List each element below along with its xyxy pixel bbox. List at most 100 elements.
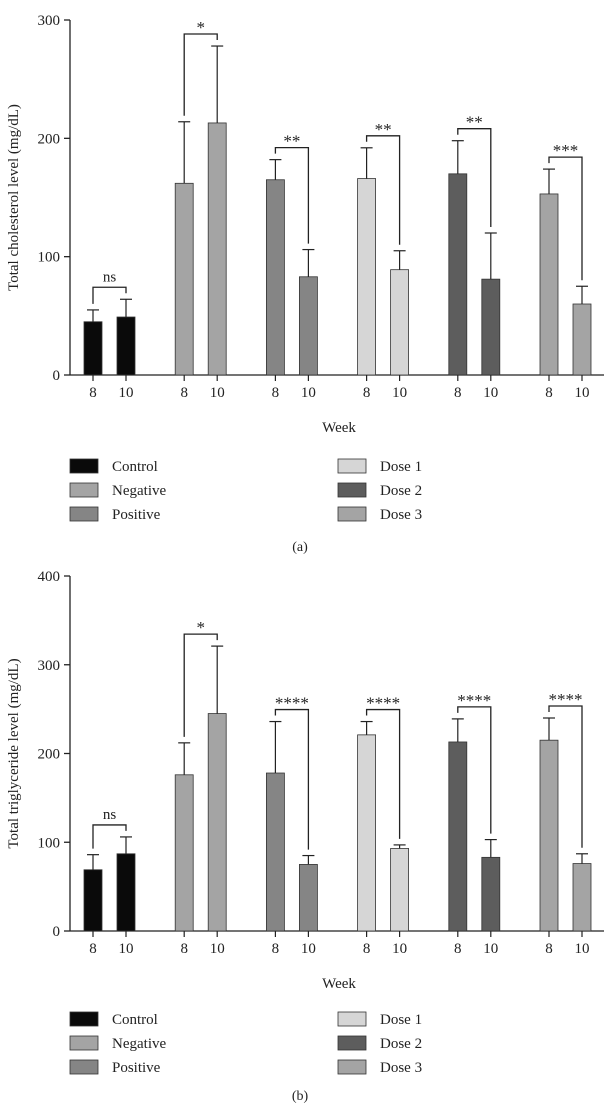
bar	[448, 173, 468, 376]
legend-swatch	[337, 1035, 367, 1051]
significance-bracket	[274, 146, 310, 244]
significance-bracket	[548, 156, 583, 281]
panel-label: (b)	[292, 1089, 309, 1104]
legend-swatch	[69, 482, 99, 498]
legend-label: Dose 3	[380, 507, 422, 523]
bar	[207, 122, 227, 376]
x-tick-label: 8	[363, 385, 371, 401]
significance-label: ns	[103, 807, 117, 823]
x-tick-label: 8	[89, 385, 97, 401]
significance-label: **	[283, 132, 300, 151]
bar	[481, 278, 501, 376]
bar	[298, 276, 318, 376]
legend-label: Dose 2	[380, 1036, 422, 1052]
bar	[116, 853, 136, 932]
legend-swatch	[337, 458, 367, 474]
legend-swatch	[337, 482, 367, 498]
significance-label: ****	[366, 694, 400, 713]
bar	[83, 869, 103, 932]
x-tick-label: 10	[210, 941, 225, 957]
x-tick-label: 10	[301, 941, 316, 957]
x-tick-label: 10	[575, 941, 590, 957]
significance-label: **	[466, 113, 483, 132]
y-tick-label: 100	[38, 250, 61, 266]
significance-label: *	[196, 618, 205, 637]
bar	[207, 713, 227, 932]
y-tick-label: 200	[38, 131, 61, 147]
significance-bracket	[365, 135, 401, 245]
significance-bracket	[183, 33, 218, 116]
bar	[116, 316, 136, 376]
y-tick-label: 200	[38, 747, 61, 763]
x-tick-label: 8	[272, 941, 280, 957]
y-tick-label: 100	[38, 835, 61, 851]
legend-label: Dose 3	[380, 1060, 422, 1076]
y-tick-label: 0	[53, 368, 61, 384]
y-axis-title: Total triglyceride level (mg/dL)	[6, 658, 22, 848]
legend-label: Dose 1	[380, 459, 422, 475]
x-tick-label: 10	[119, 385, 134, 401]
significance-label: ns	[103, 269, 117, 285]
y-tick-label: 300	[38, 658, 61, 674]
bar	[448, 741, 468, 932]
x-tick-label: 8	[180, 385, 188, 401]
x-tick-label: 8	[180, 941, 188, 957]
y-tick-label: 300	[38, 13, 61, 29]
legend-label: Positive	[112, 507, 161, 523]
x-tick-label: 8	[363, 941, 371, 957]
x-axis-title: Week	[322, 420, 356, 436]
x-tick-label: 10	[392, 385, 407, 401]
significance-label: ****	[549, 690, 583, 709]
x-tick-label: 8	[545, 941, 553, 957]
bar	[357, 734, 377, 932]
legend-swatch	[69, 1059, 99, 1075]
legend-swatch	[337, 1059, 367, 1075]
legend-swatch	[69, 1011, 99, 1027]
bar	[265, 772, 285, 932]
bar	[174, 774, 194, 932]
x-tick-label: 10	[575, 385, 590, 401]
y-tick-label: 0	[53, 924, 61, 940]
x-tick-label: 8	[272, 385, 280, 401]
significance-bracket	[365, 708, 401, 839]
legend-swatch	[337, 506, 367, 522]
x-tick-label: 8	[89, 941, 97, 957]
bar	[298, 864, 318, 932]
bar	[539, 739, 559, 932]
significance-bracket	[92, 286, 127, 304]
significance-bracket	[92, 824, 127, 849]
panel-label: (a)	[292, 540, 308, 555]
significance-label: **	[375, 120, 392, 139]
legend-swatch	[69, 1035, 99, 1051]
legend-label: Dose 2	[380, 483, 422, 499]
bar	[481, 856, 501, 932]
x-tick-label: 10	[483, 385, 498, 401]
chart-panel-b: 0 100 200 300 400 Total triglyceride level (m…	[6, 569, 604, 1104]
legend-label: Negative	[112, 1036, 166, 1052]
y-tick-label: 400	[38, 569, 61, 585]
x-tick-label: 10	[119, 941, 134, 957]
legend-label: Dose 1	[380, 1012, 422, 1028]
significance-label: ***	[553, 141, 579, 160]
chart-panel-a: 0 100 200 300 Total cholesterol level (mg/dL…	[6, 13, 604, 555]
significance-bracket	[457, 128, 492, 227]
x-tick-label: 10	[301, 385, 316, 401]
legend-label: Negative	[112, 483, 166, 499]
bar	[572, 863, 592, 932]
bar	[390, 848, 410, 932]
x-tick-label: 10	[483, 941, 498, 957]
significance-bracket	[274, 708, 310, 850]
legend-swatch	[69, 458, 99, 474]
significance-bracket	[457, 706, 492, 834]
significance-label: ****	[457, 691, 491, 710]
bar	[357, 178, 377, 376]
legend-swatch	[69, 506, 99, 522]
legend-label: Positive	[112, 1060, 161, 1076]
legend-swatch	[337, 1011, 367, 1027]
bar	[572, 303, 592, 376]
x-tick-label: 8	[545, 385, 553, 401]
significance-bracket	[183, 633, 218, 737]
significance-label: ****	[275, 694, 309, 713]
bar	[390, 269, 410, 376]
